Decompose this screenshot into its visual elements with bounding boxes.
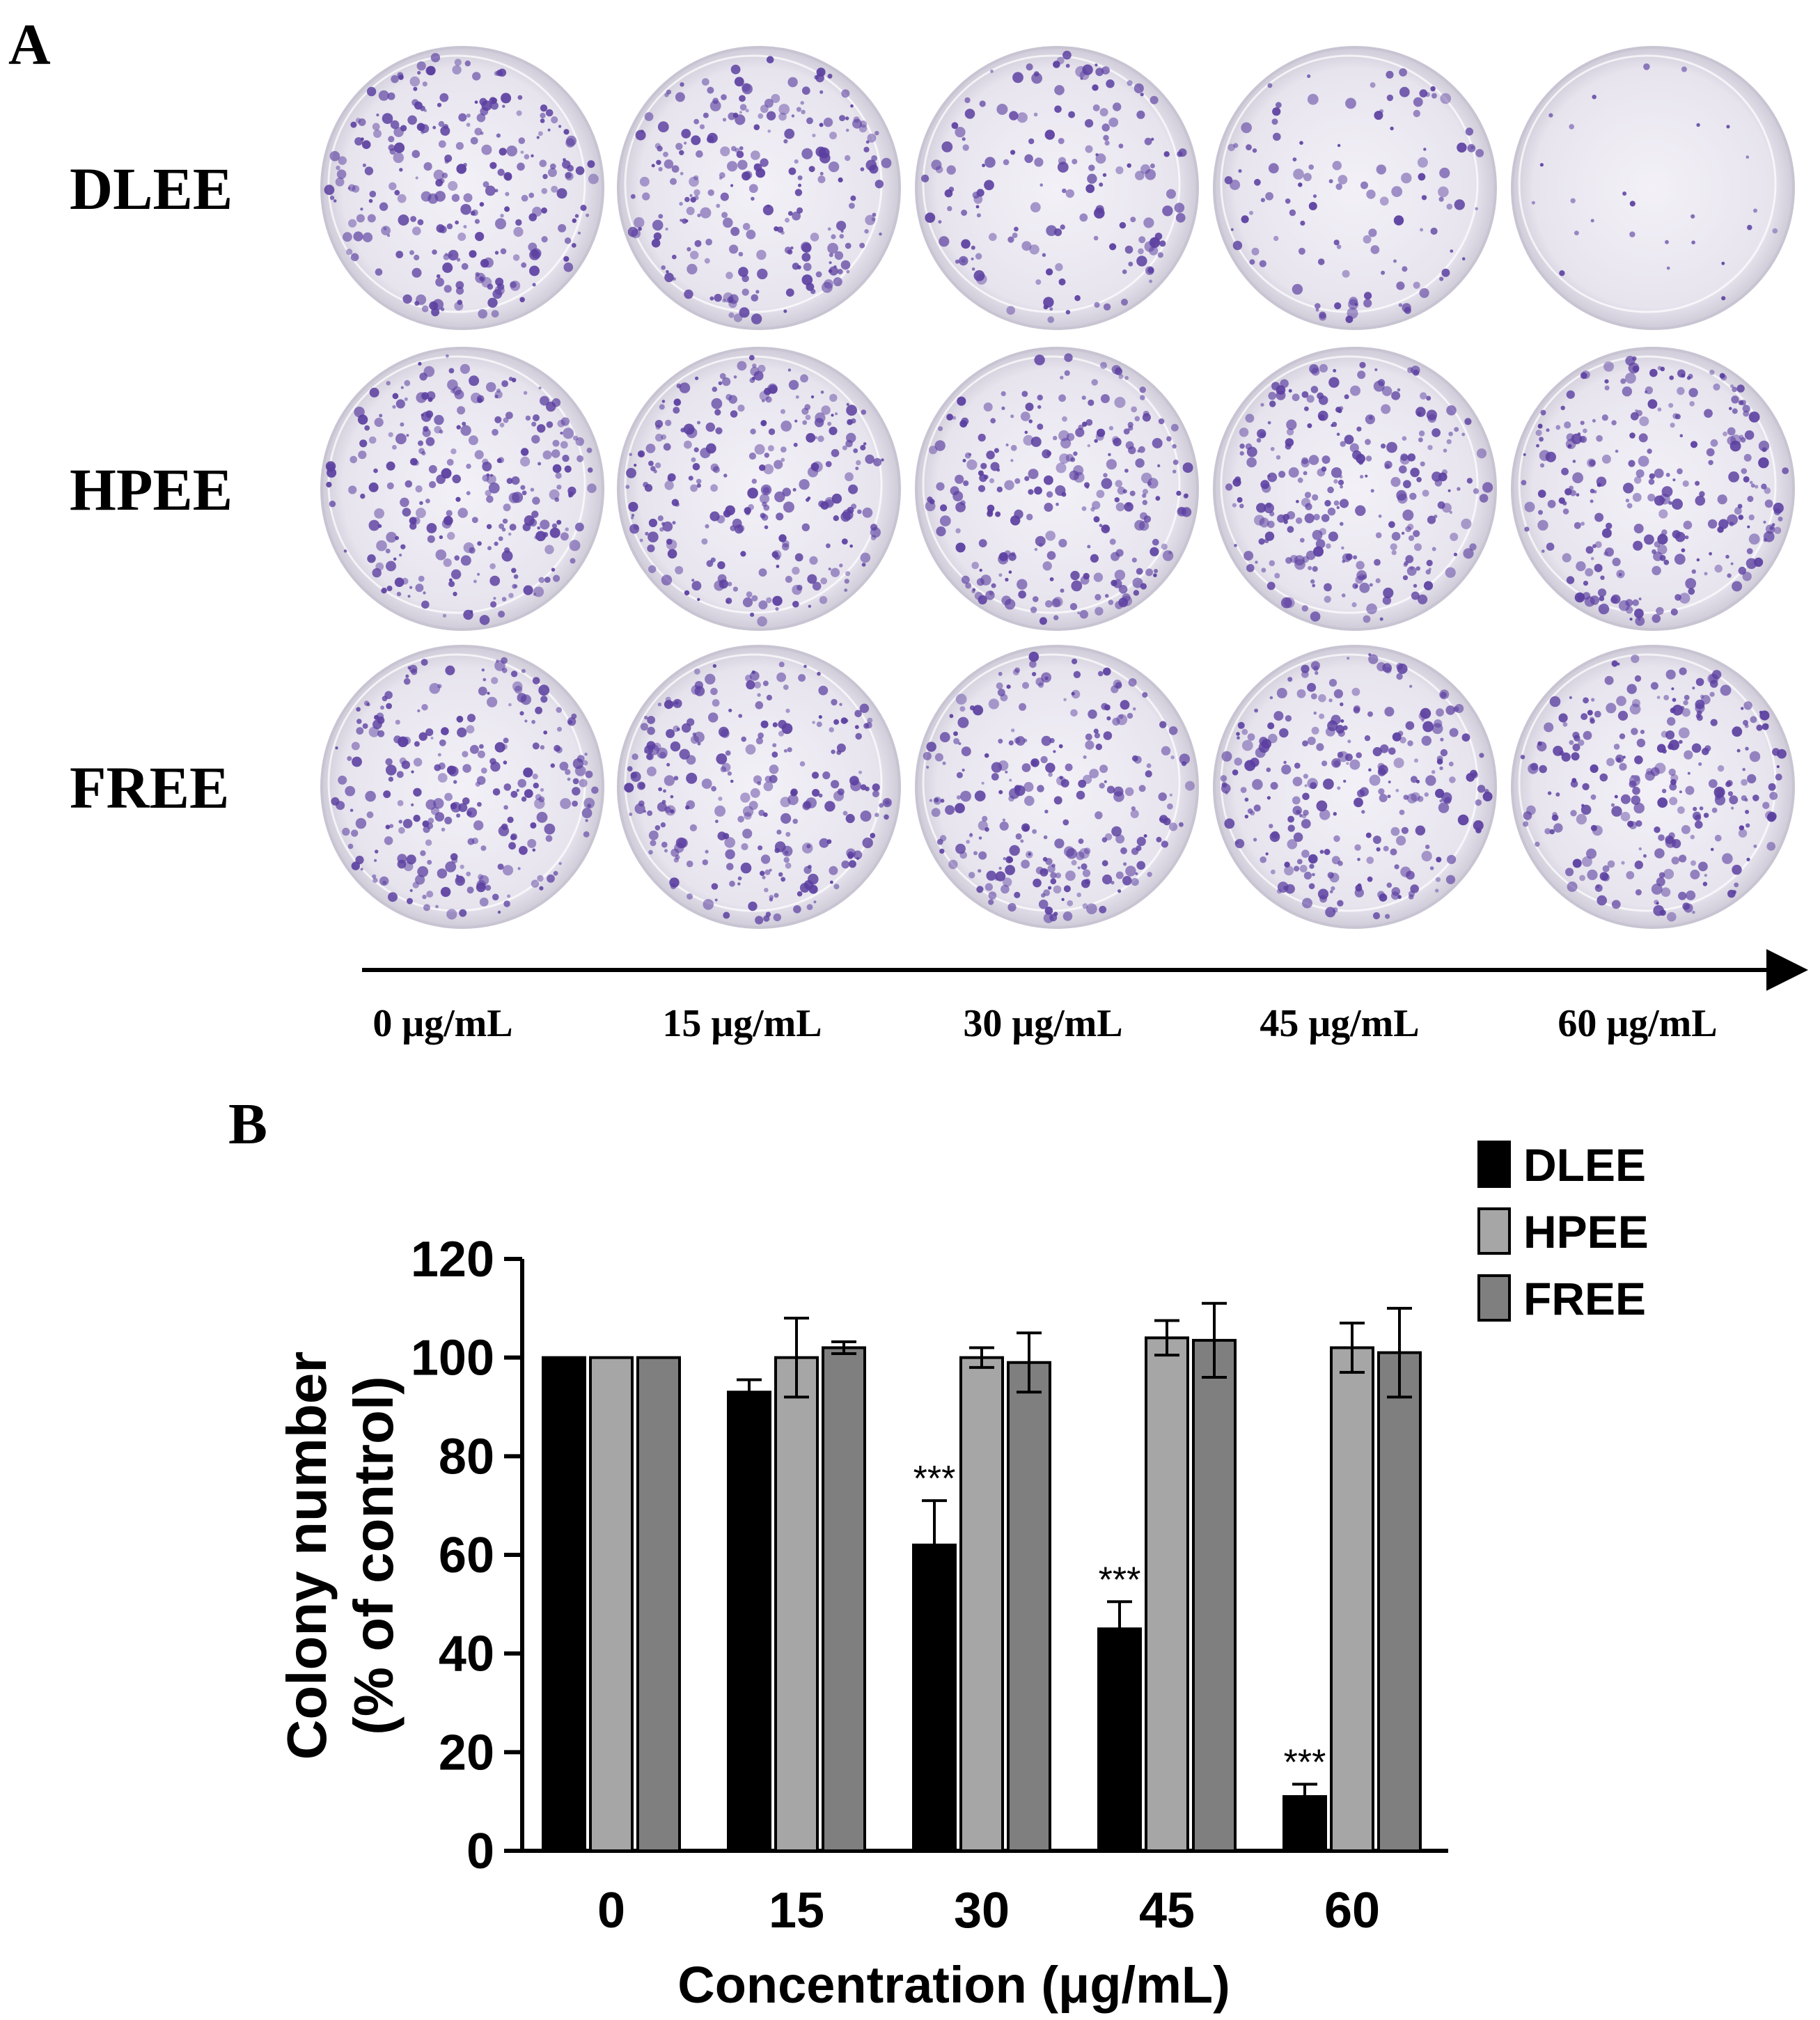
legend-swatch-hpee	[1477, 1207, 1511, 1255]
bar-hpee-45	[1145, 1336, 1189, 1853]
y-tick-label: 100	[411, 1331, 494, 1386]
concentration-labels: 0 μg/mL 15 μg/mL 30 μg/mL 45 μg/mL 60 μg/mL	[372, 1002, 1717, 1045]
bar-hpee-0	[589, 1356, 634, 1852]
error-bar	[1387, 1306, 1412, 1399]
y-tick-label: 120	[411, 1232, 494, 1287]
x-tick-label: 45	[1139, 1883, 1195, 1939]
y-tick-label: 60	[439, 1528, 494, 1583]
x-tick-label: 60	[1324, 1883, 1380, 1939]
legend-label: HPEE	[1523, 1206, 1649, 1258]
error-bar	[737, 1378, 762, 1406]
error-bar	[922, 1499, 947, 1591]
legend-swatch-free	[1477, 1274, 1511, 1322]
bar-free-15	[822, 1346, 866, 1852]
x-tick-label: 15	[769, 1883, 824, 1939]
bar-dlee-0	[542, 1356, 586, 1852]
bar-dlee-30	[912, 1543, 957, 1852]
y-tick-label: 80	[439, 1429, 494, 1485]
error-bar	[1340, 1322, 1365, 1374]
concentration-label: 15 μg/mL	[662, 1002, 822, 1045]
row-label-hpee: HPEE	[70, 456, 233, 523]
panel-a-label: A	[8, 13, 51, 77]
petri-dish	[320, 347, 604, 631]
legend: DLEE HPEE FREE	[1477, 1139, 1649, 1324]
petri-dish	[617, 46, 901, 330]
bar-free-45	[1192, 1338, 1237, 1852]
petri-dish	[320, 46, 604, 330]
bar-dlee-45	[1097, 1627, 1142, 1852]
bar-dlee-60	[1282, 1795, 1327, 1852]
petri-dish	[915, 645, 1199, 929]
significance-marker: ***	[913, 1459, 956, 1499]
row-label-free: FREE	[70, 754, 229, 821]
legend-label: DLEE	[1523, 1139, 1646, 1191]
petri-dish	[320, 645, 604, 929]
petri-dish-grid	[320, 46, 1795, 929]
error-bar	[1017, 1331, 1042, 1394]
y-axis-label-line: Colony number	[276, 1352, 338, 1760]
error-bar	[831, 1340, 856, 1355]
concentration-label: 30 μg/mL	[963, 1002, 1122, 1045]
bar-free-0	[636, 1356, 681, 1852]
y-tick-label: 40	[439, 1627, 494, 1682]
error-bar	[969, 1346, 994, 1369]
petri-dish	[915, 46, 1199, 330]
panel-b-label: B	[228, 1092, 267, 1157]
petri-dish	[1511, 645, 1795, 929]
concentration-label: 45 μg/mL	[1260, 1002, 1419, 1045]
concentration-label: 60 μg/mL	[1558, 1002, 1717, 1045]
concentration-label: 0 μg/mL	[372, 1002, 512, 1045]
error-bar	[1107, 1600, 1132, 1658]
bar-hpee-60	[1330, 1346, 1374, 1852]
bar-dlee-15	[727, 1391, 771, 1852]
error-bar	[1292, 1783, 1317, 1810]
petri-dish	[1213, 347, 1497, 631]
legend-label: FREE	[1523, 1273, 1646, 1324]
y-tick-label: 0	[466, 1824, 494, 1879]
bar-chart: 0 20 40 60 80 100 120 0 15 30 45 60 *** *** *** Colony …	[276, 1139, 1649, 2014]
bar-free-60	[1377, 1351, 1422, 1853]
row-label-dlee: DLEE	[70, 155, 233, 222]
petri-dish	[617, 347, 901, 631]
bar-free-30	[1007, 1361, 1051, 1852]
x-tick-label: 30	[954, 1883, 1010, 1939]
significance-marker: ***	[1099, 1560, 1141, 1600]
bar-hpee-30	[959, 1356, 1004, 1852]
error-bar	[1154, 1319, 1179, 1357]
y-tick-label: 20	[439, 1725, 494, 1780]
petri-dish	[1213, 46, 1497, 330]
x-tick-label: 0	[597, 1883, 625, 1939]
row-labels: DLEE HPEE FREE	[70, 155, 233, 821]
significance-marker: ***	[1284, 1742, 1326, 1783]
bar-hpee-15	[774, 1356, 819, 1852]
legend-swatch-dlee	[1477, 1141, 1511, 1188]
error-bar	[784, 1317, 809, 1399]
y-axis-label-line: (% of control)	[343, 1376, 405, 1735]
petri-dish	[915, 347, 1199, 631]
error-bar	[1202, 1301, 1227, 1379]
petri-dish	[1511, 347, 1795, 631]
x-axis-label: Concentration (μg/mL)	[677, 1956, 1230, 2014]
petri-dish	[1213, 645, 1497, 929]
petri-dish	[617, 645, 901, 929]
y-axis-label: Colony number(% of control)	[276, 1352, 405, 1760]
petri-dish	[1511, 46, 1795, 330]
